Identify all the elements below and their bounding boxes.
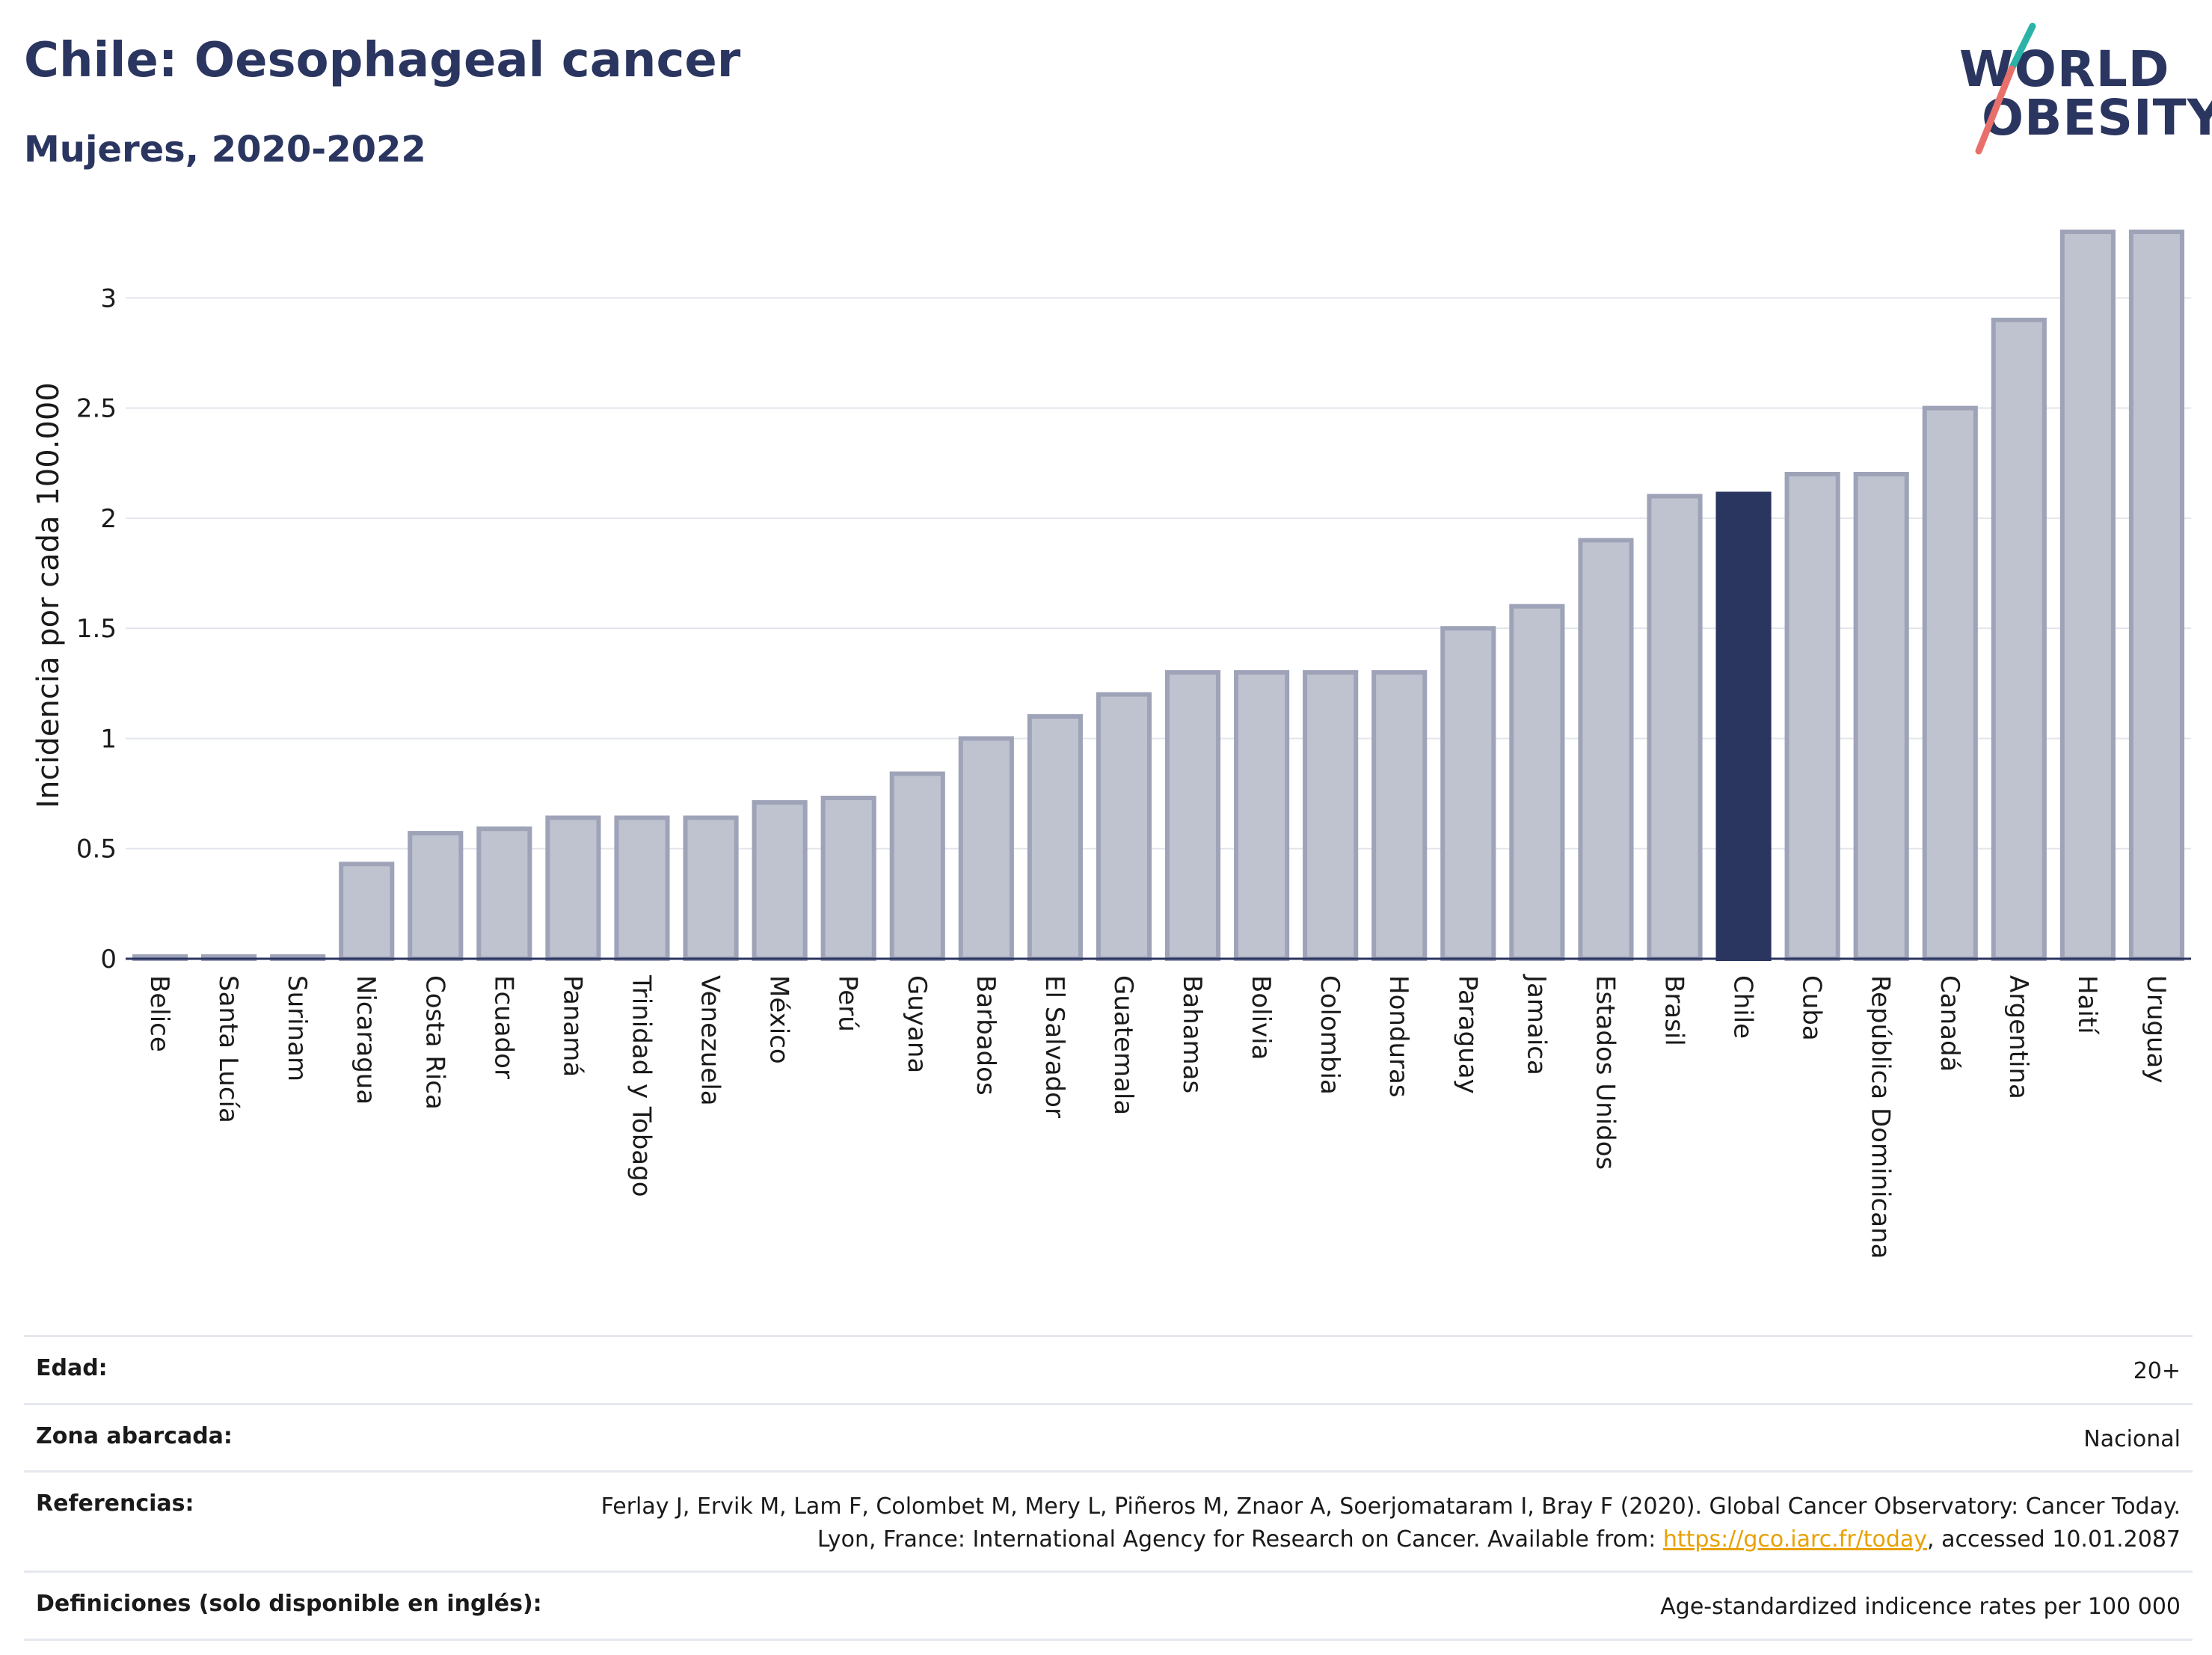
y-tick-label: 2 <box>100 504 117 534</box>
bar <box>1784 472 1840 961</box>
x-tick-label: Bolivia <box>1246 975 1276 1060</box>
bar <box>339 862 395 962</box>
bar <box>1853 472 1909 961</box>
meta-refs-value: Ferlay J, Ervik M, Lam F, Colombet M, Me… <box>535 1490 2181 1556</box>
x-tick-label: Haití <box>2072 975 2102 1035</box>
x-tick-label: Trinidad y Tobago <box>627 974 657 1197</box>
logo-slash-icon <box>1975 22 2036 155</box>
bar <box>1440 626 1496 961</box>
x-tick-label: Canadá <box>1935 975 1964 1072</box>
bar <box>820 795 876 961</box>
x-tick-label: Cuba <box>1797 975 1827 1041</box>
bar <box>1922 405 1978 961</box>
meta-area-label: Zona abarcada: <box>36 1422 233 1449</box>
meta-refs-accessed: , accessed 10.01.2087 <box>1927 1526 2181 1553</box>
meta-refs-label: Referencias: <box>36 1490 194 1517</box>
x-tick-label: Honduras <box>1383 975 1413 1098</box>
bar <box>958 736 1014 961</box>
x-tick-label: Argentina <box>2003 975 2033 1099</box>
bar-chart: 0 0.5 1 1.5 2 2.5 3 Incidencia por cada 100.000… <box>31 230 2191 1259</box>
x-tick-label: Belice <box>144 975 174 1052</box>
x-tick-label: Santa Lucía <box>213 975 243 1123</box>
bar <box>1509 604 1565 962</box>
x-tick-label: Guyana <box>902 975 932 1073</box>
meta-age-value: 20+ <box>2133 1358 2181 1384</box>
y-tick-label: 1.5 <box>76 614 117 644</box>
x-tick-label: El Salvador <box>1039 975 1069 1118</box>
x-tick-label: Surinam <box>282 975 312 1081</box>
bar <box>1303 670 1359 961</box>
meta-refs-link[interactable]: https://gco.iarc.fr/today <box>1662 1526 1928 1553</box>
y-axis-title: Incidencia por cada 100.000 <box>31 382 66 808</box>
x-tick-label: Colombia <box>1315 975 1345 1095</box>
bar <box>1164 670 1221 961</box>
y-tick-label: 0 <box>100 945 117 974</box>
x-tick-label: Barbados <box>971 975 1001 1096</box>
bar <box>2059 230 2116 961</box>
bar <box>683 815 739 961</box>
x-tick-label: Nicaragua <box>351 975 381 1105</box>
bar <box>752 799 808 962</box>
bar <box>2128 230 2185 961</box>
bar <box>545 815 601 961</box>
bar <box>1578 538 1634 961</box>
meta-row-age: Edad: 20+ <box>24 1335 2193 1403</box>
metadata-table: Edad: 20+ Zona abarcada: Nacional Refere… <box>24 1335 2193 1641</box>
y-tick-label: 1 <box>100 724 117 754</box>
meta-row-references: Referencias: Ferlay J, Ervik M, Lam F, C… <box>24 1470 2193 1570</box>
meta-row-area: Zona abarcada: Nacional <box>24 1402 2193 1471</box>
bar <box>1096 692 1152 962</box>
x-tick-label: Jamaica <box>1521 974 1551 1075</box>
bar <box>1647 494 1703 962</box>
x-tick-label: Paraguay <box>1452 975 1482 1094</box>
logo-text-line2: OBESITY <box>1982 89 2212 147</box>
x-tick-label: Bahamas <box>1177 975 1207 1093</box>
x-tick-label: Costa Rica <box>420 975 449 1110</box>
world-obesity-logo: WORLD OBESITY <box>1952 22 2212 157</box>
x-tick-label: Guatemala <box>1108 975 1138 1115</box>
page-title: Chile: Oesophageal cancer <box>24 33 741 88</box>
y-tick-label: 3 <box>100 283 117 313</box>
y-tick-label: 2.5 <box>76 394 117 424</box>
meta-age-label: Edad: <box>36 1355 108 1381</box>
x-tick-label: Venezuela <box>695 975 725 1106</box>
bar <box>1027 714 1083 961</box>
bar <box>476 826 532 962</box>
x-tick-label: Perú <box>833 975 863 1032</box>
bar <box>1234 670 1290 961</box>
x-tick-label: Panamá <box>557 975 587 1077</box>
x-tick-label: Brasil <box>1659 975 1689 1046</box>
bar-highlight <box>1715 491 1772 961</box>
x-tick-label: Chile <box>1728 975 1758 1039</box>
x-tick-label: Uruguay <box>2141 975 2171 1084</box>
logo-text-line1: WORLD <box>1959 40 2170 98</box>
meta-defs-label: Definiciones (solo disponible en inglés)… <box>36 1591 542 1617</box>
page-subtitle: Mujeres, 2020-2022 <box>24 129 426 171</box>
meta-row-definitions: Definiciones (solo disponible en inglés)… <box>24 1570 2193 1641</box>
meta-area-value: Nacional <box>2083 1425 2181 1452</box>
x-tick-label: República Dominicana <box>1866 975 1896 1259</box>
y-tick-label: 0.5 <box>76 835 117 865</box>
x-tick-label: México <box>764 975 794 1064</box>
meta-refs-text: Ferlay J, Ervik M, Lam F, Colombet M, Me… <box>600 1493 2181 1553</box>
x-tick-label: Estados Unidos <box>1590 975 1620 1170</box>
bar <box>889 771 945 962</box>
bar <box>408 831 464 961</box>
bar <box>1371 670 1428 961</box>
meta-defs-value: Age-standardized indicence rates per 100… <box>1660 1594 2181 1620</box>
bar <box>1991 317 2047 961</box>
x-tick-label: Ecuador <box>488 975 518 1079</box>
bar <box>614 815 670 961</box>
